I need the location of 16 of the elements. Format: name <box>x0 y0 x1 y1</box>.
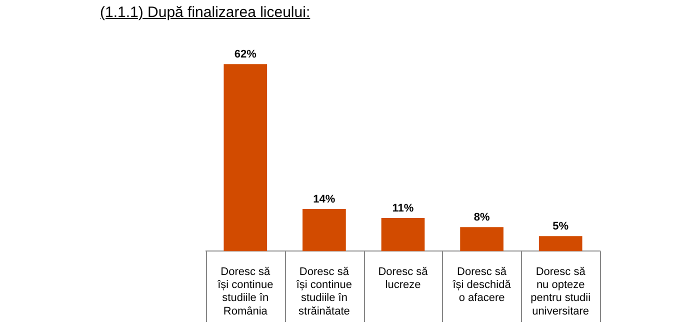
x-tick-label: Doresc să își continue studiile în străinătate <box>295 266 352 318</box>
data-label: 62% <box>234 48 257 61</box>
bar <box>302 208 346 252</box>
bar <box>381 218 425 252</box>
data-label: 11% <box>392 202 414 215</box>
chart-title: (1.1.1) După finalizarea liceului: <box>100 4 310 21</box>
x-tick-label: Doresc să lucreze <box>378 266 429 292</box>
x-tick-label: Doresc să își continue studiile în România <box>216 266 274 318</box>
data-label: 14% <box>313 193 336 206</box>
data-label: 5% <box>552 220 569 233</box>
x-tick-label: Doresc să nu opteze pentru studii universitare <box>530 266 591 318</box>
bar <box>224 64 268 252</box>
bar <box>538 236 582 252</box>
bar <box>460 227 504 252</box>
data-label: 8% <box>474 212 490 224</box>
x-tick-label: Doresc să își deschidă o afacere <box>452 266 512 304</box>
